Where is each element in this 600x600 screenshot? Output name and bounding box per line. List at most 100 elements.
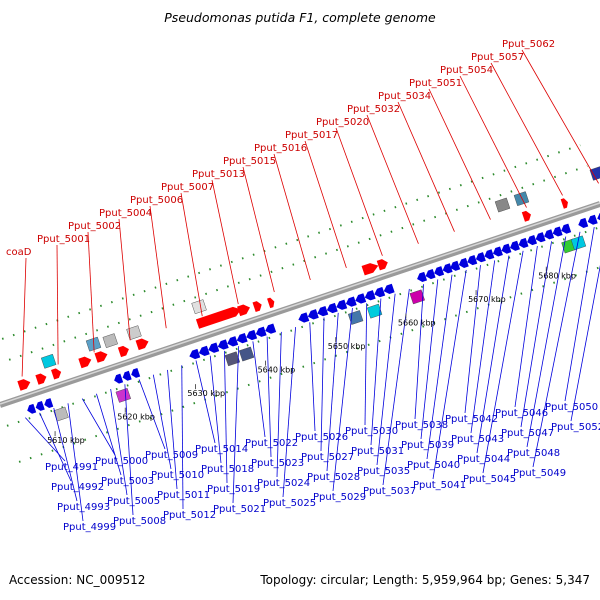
reverse-gene-label: Pput_5050 (545, 402, 598, 413)
reverse-gene-39 (535, 232, 546, 243)
reverse-gene-6 (189, 348, 201, 360)
forward-gene-label: Pput_5016 (254, 143, 307, 154)
function-box-3 (126, 325, 142, 341)
genome-summary-text: Topology: circular; Length: 5,959,964 bp… (260, 573, 590, 587)
reverse-gene-34 (492, 246, 503, 257)
reverse-gene-label: Pput_5047 (501, 428, 554, 439)
reverse-leader-41 (570, 265, 600, 422)
reverse-gene-6-shape (189, 348, 201, 360)
gene-labels-group: coaD Pput_5001 Pput_5002 Pput_5004 Pput_5006… (6, 39, 600, 533)
scale-tick-label-1: 5620 kbp (117, 413, 155, 422)
forward-gene-7-shape (195, 306, 242, 329)
function-box-7 (347, 310, 364, 325)
reverse-gene-41 (552, 226, 563, 237)
scale-tick-label-2: 5630 kbp (187, 389, 225, 398)
forward-gene-4 (94, 351, 108, 363)
reverse-gene-20 (345, 296, 357, 307)
reverse-gene-41-shape (552, 226, 563, 237)
reverse-leader-33 (470, 260, 496, 434)
reverse-leader-21 (320, 317, 325, 452)
reverse-gene-16-shape (307, 309, 319, 320)
reverse-gene-28 (442, 263, 453, 274)
reverse-gene-24-shape (383, 283, 395, 295)
forward-leader-9 (304, 140, 347, 268)
function-box-12 (589, 165, 600, 181)
function-box-6 (238, 346, 255, 362)
reverse-gene-12-shape (246, 329, 258, 341)
reverse-gene-25 (417, 271, 428, 282)
reverse-gene-label: Pput_5044 (457, 454, 510, 465)
forward-leader-15 (490, 62, 563, 196)
function-box-18-shape (53, 406, 69, 422)
function-box-10-shape (494, 197, 511, 213)
reverse-gene-43 (578, 217, 589, 228)
reverse-gene-28-shape (442, 263, 453, 274)
forward-gene-4-shape (94, 351, 108, 363)
reverse-gene-label: Pput_5030 (345, 426, 398, 437)
reverse-leader-3 (67, 403, 84, 522)
reverse-leader-18 (276, 331, 282, 478)
reverse-gene-15-shape (298, 312, 310, 323)
reverse-leader-8 (138, 379, 166, 450)
reverse-gene-32-shape (475, 252, 486, 263)
reverse-gene-label: Pput_5048 (507, 448, 560, 459)
forward-gene-label: Pput_5051 (409, 78, 462, 89)
reverse-leader-24 (364, 303, 368, 426)
reverse-gene-17-shape (317, 306, 329, 317)
forward-gene-label: Pput_5015 (223, 156, 276, 167)
reverse-leader-9 (152, 374, 172, 470)
reverse-gene-33-shape (484, 249, 495, 260)
reverse-gene-label: Pput_5026 (295, 432, 348, 443)
reverse-leader-11 (181, 365, 184, 510)
reverse-gene-38-shape (527, 235, 538, 246)
reverse-gene-13 (255, 326, 267, 337)
reverse-gene-label: Pput_5052 (551, 422, 600, 433)
reverse-gene-37 (518, 237, 529, 248)
reverse-gene-43-shape (578, 217, 589, 228)
forward-leader-11 (366, 114, 419, 244)
reverse-gene-35 (501, 243, 512, 254)
forward-leader-10 (335, 127, 383, 256)
forward-gene-label: Pput_5020 (316, 117, 369, 128)
forward-gene-12 (376, 259, 388, 271)
reverse-leader-16 (252, 341, 266, 438)
reverse-gene-31 (467, 255, 478, 266)
map-title: Pseudomonas putida F1, complete genome (164, 10, 436, 25)
reverse-gene-39-shape (535, 232, 546, 243)
forward-leader-1 (56, 244, 59, 365)
reverse-gene-25-shape (417, 271, 428, 282)
reverse-gene-label: Pput_5027 (301, 452, 354, 463)
function-box-14 (570, 235, 587, 251)
reverse-gene-4-shape (122, 370, 132, 381)
scale-tick-label-3: 5640 kbp (258, 366, 296, 375)
reverse-gene-26 (425, 269, 436, 280)
reverse-gene-42-shape (561, 223, 572, 234)
reverse-gene-label: Pput_5008 (113, 516, 166, 527)
reverse-gene-label: Pput_5046 (495, 408, 548, 419)
reverse-gene-18-shape (326, 302, 338, 314)
reverse-gene-2-shape (44, 398, 54, 409)
forward-gene-label: Pput_5001 (37, 234, 90, 245)
forward-gene-label: Pput_5006 (130, 195, 183, 206)
forward-gene-13-shape (521, 210, 531, 222)
reverse-leader-6 (110, 388, 128, 496)
reverse-leader-37 (520, 241, 552, 428)
reverse-leader-12 (195, 360, 216, 444)
reverse-gene-label: Pput_5041 (413, 480, 466, 491)
reverse-gene-26-shape (425, 269, 436, 280)
forward-gene-label: Pput_5062 (502, 39, 555, 50)
reverse-gene-18 (326, 302, 338, 314)
reverse-gene-label: Pput_5019 (207, 484, 260, 495)
reverse-leader-23 (332, 307, 353, 492)
forward-gene-label: Pput_5054 (440, 65, 493, 76)
forward-leader-13 (428, 88, 491, 220)
genome-backbone-group (0, 201, 600, 408)
reverse-gene-label: Pput_5039 (401, 440, 454, 451)
forward-gene-label: Pput_5032 (347, 104, 400, 115)
reverse-gene-27 (434, 266, 445, 277)
function-box-11-shape (513, 191, 530, 207)
reverse-gene-1 (35, 400, 45, 411)
reverse-gene-label: Pput_5012 (163, 510, 216, 521)
reverse-gene-label: Pput_5043 (451, 434, 504, 445)
reverse-leader-17 (266, 336, 272, 458)
